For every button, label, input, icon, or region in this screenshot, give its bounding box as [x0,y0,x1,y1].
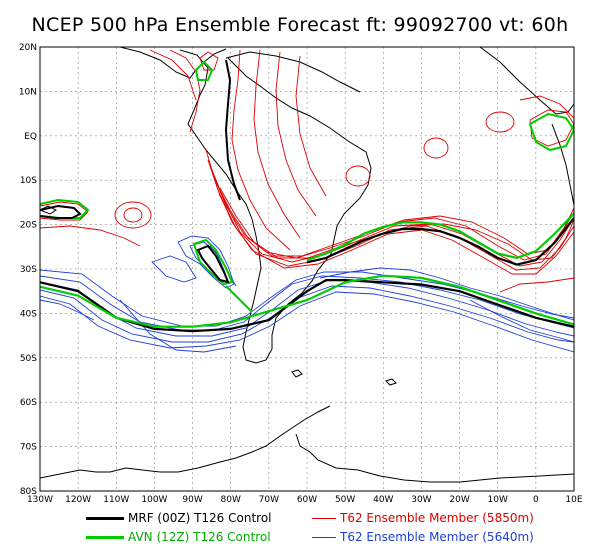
africa-south-coast [551,123,574,206]
x-tick-label: 30W [411,495,431,505]
member-5640-loop [40,299,95,321]
member-5850-line [207,159,574,271]
mrf-control-closed-contours [40,59,241,284]
legend-item-avn-control: AVN (12Z) T126 Control [86,530,271,544]
control-lines [40,212,574,333]
member-5850-loop [123,207,143,223]
y-tick-label: 10S [20,176,37,186]
y-tick-label: 80S [20,487,37,497]
avn-control-closed-contour [192,238,234,286]
member-5850-loop [40,201,89,221]
member-5850-line [231,49,291,251]
pacific-island-outline [40,205,57,215]
legend-item-ensemble-5640: T62 Ensemble Member (5640m) [312,530,534,544]
y-tick-label: 70S [20,443,37,453]
y-tick-label: 10N [19,87,37,97]
member-5850-loop [499,277,574,293]
member-5850-line [295,55,327,197]
member-5640-line [40,291,574,353]
member-5640-loop [469,299,574,343]
avn-control-closed-contour [194,60,214,81]
x-tick-label: 110W [103,495,129,505]
mrf-control-closed-contour [40,204,82,219]
south-america-coast [179,49,372,364]
x-tick-label: 70W [259,495,279,505]
member-5850-line [213,175,574,261]
legend-label: MRF (00Z) T126 Control [128,511,272,525]
legend-label: T62 Ensemble Member (5850m) [340,511,534,525]
avn-control-line-5850 [306,212,574,262]
x-tick-label: 10E [565,495,582,505]
x-tick-label: 90W [182,495,202,505]
x-tick-label: 130W [27,495,53,505]
x-tick-label: 0 [533,495,539,505]
ensemble-5850-members [40,49,574,293]
avn-control-closed-contours [40,60,574,313]
member-5640-loop [177,235,235,289]
y-tick-label: 60S [20,398,37,408]
member-5640-line [40,269,574,327]
member-5850-line [253,49,301,239]
y-tick-label: EQ [24,132,37,142]
member-5850-loop [519,95,574,119]
avn-control-line-5640 [40,274,574,328]
central-america-coast [119,47,227,79]
member-5850-line [149,49,197,101]
x-tick-label: 120W [65,495,91,505]
member-5640-line [319,267,574,321]
x-tick-label: 60W [297,495,317,505]
plot-frame [39,46,575,492]
grid-lines [39,46,575,492]
x-tick-label: 100W [141,495,167,505]
antarctic-shelf-coast [295,433,574,483]
legend-swatch [312,537,336,538]
x-tick-label: 10W [488,495,508,505]
coastlines [40,47,574,483]
north-coast-caribbean [225,51,361,93]
tick-labels: 130W 120W 110W 100W 90W 80W 70W 60W 50W 40W 30W 20W… [19,43,583,505]
x-tick-label: 40W [373,495,393,505]
y-tick-label: 40S [20,309,37,319]
mrf-control-closed-contour [224,59,241,201]
y-tick-label: 20N [19,43,37,53]
member-5640-line [40,279,574,337]
member-5640-loop [151,255,197,283]
legend-swatch [312,518,336,519]
x-tick-label: 50W [335,495,355,505]
member-5850-loop [114,201,152,229]
legend-label: T62 Ensemble Member (5640m) [340,530,534,544]
legend-label: AVN (12Z) T126 Control [128,530,271,544]
avn-control-closed-contour [528,112,574,152]
member-5850-line [219,187,574,261]
x-tick-label: 80W [221,495,241,505]
legend-item-mrf-control: MRF (00Z) T126 Control [86,511,272,525]
legend-swatch [86,536,124,539]
falklands-coast [291,369,303,378]
member-5850-loop [199,51,219,71]
chart-title: NCEP 500 hPa Ensemble Forecast ft: 99092… [31,14,569,36]
y-tick-label: 20S [20,221,37,231]
member-5850-loop [423,137,449,159]
member-5850-loop [485,111,515,133]
legend-swatch [86,517,124,520]
member-5850-loop [40,225,141,247]
member-5850-line [275,51,317,217]
member-5850-line [211,169,574,267]
mrf-control-closed-contour [196,244,230,284]
member-5850-loop [345,165,371,187]
x-tick-label: 20W [449,495,469,505]
y-tick-label: 30S [20,265,37,275]
y-tick-label: 50S [20,354,37,364]
mrf-control-line-5850 [306,217,574,266]
avn-control-closed-contour [225,285,253,313]
legend-item-ensemble-5850: T62 Ensemble Member (5850m) [312,511,534,525]
member-5850-line [215,181,574,257]
antarctic-peninsula-coast [40,405,331,479]
member-5640-line [40,275,574,331]
south-georgia-coast [385,378,397,386]
member-5850-line [205,149,574,275]
